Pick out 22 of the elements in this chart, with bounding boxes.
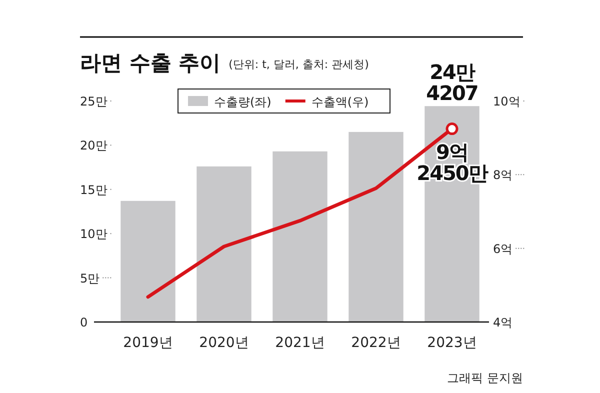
x-tick-label: 2019년 (123, 335, 173, 351)
text: 그래픽 문지원 (447, 371, 523, 385)
x-tick-label: 2020년 (199, 335, 249, 351)
y2-tick-label: 6억 (493, 242, 513, 256)
chart-title: 라면 수출 추이 (80, 51, 221, 75)
y-tick-label: 15만 (80, 182, 108, 197)
y-tick-label: 20만 (80, 138, 108, 153)
y-tick-label: 25만 (80, 94, 108, 108)
chart-subtitle: (단위: t, 달러, 출처: 관세청) (228, 58, 369, 71)
y2-tick-label: 10억 (493, 94, 520, 108)
y2-tick-label: 4억 (493, 316, 513, 330)
data-label: 24만 4207 (426, 60, 478, 106)
y2-tick-label: 8억 (493, 168, 513, 182)
x-tick-label: 2023년 (427, 335, 477, 351)
legend-label: 수출량(좌) (214, 95, 272, 109)
data-label: 9억 2450만 (416, 140, 488, 185)
y-tick-label: 0 (80, 316, 88, 330)
legend-label: 수출액(우) (311, 95, 369, 109)
x-tick-label: 2021년 (275, 335, 325, 351)
x-tick-label: 2022년 (351, 335, 401, 351)
y-tick-label: 5만 (80, 271, 100, 286)
y-tick-label: 10만 (80, 227, 108, 242)
